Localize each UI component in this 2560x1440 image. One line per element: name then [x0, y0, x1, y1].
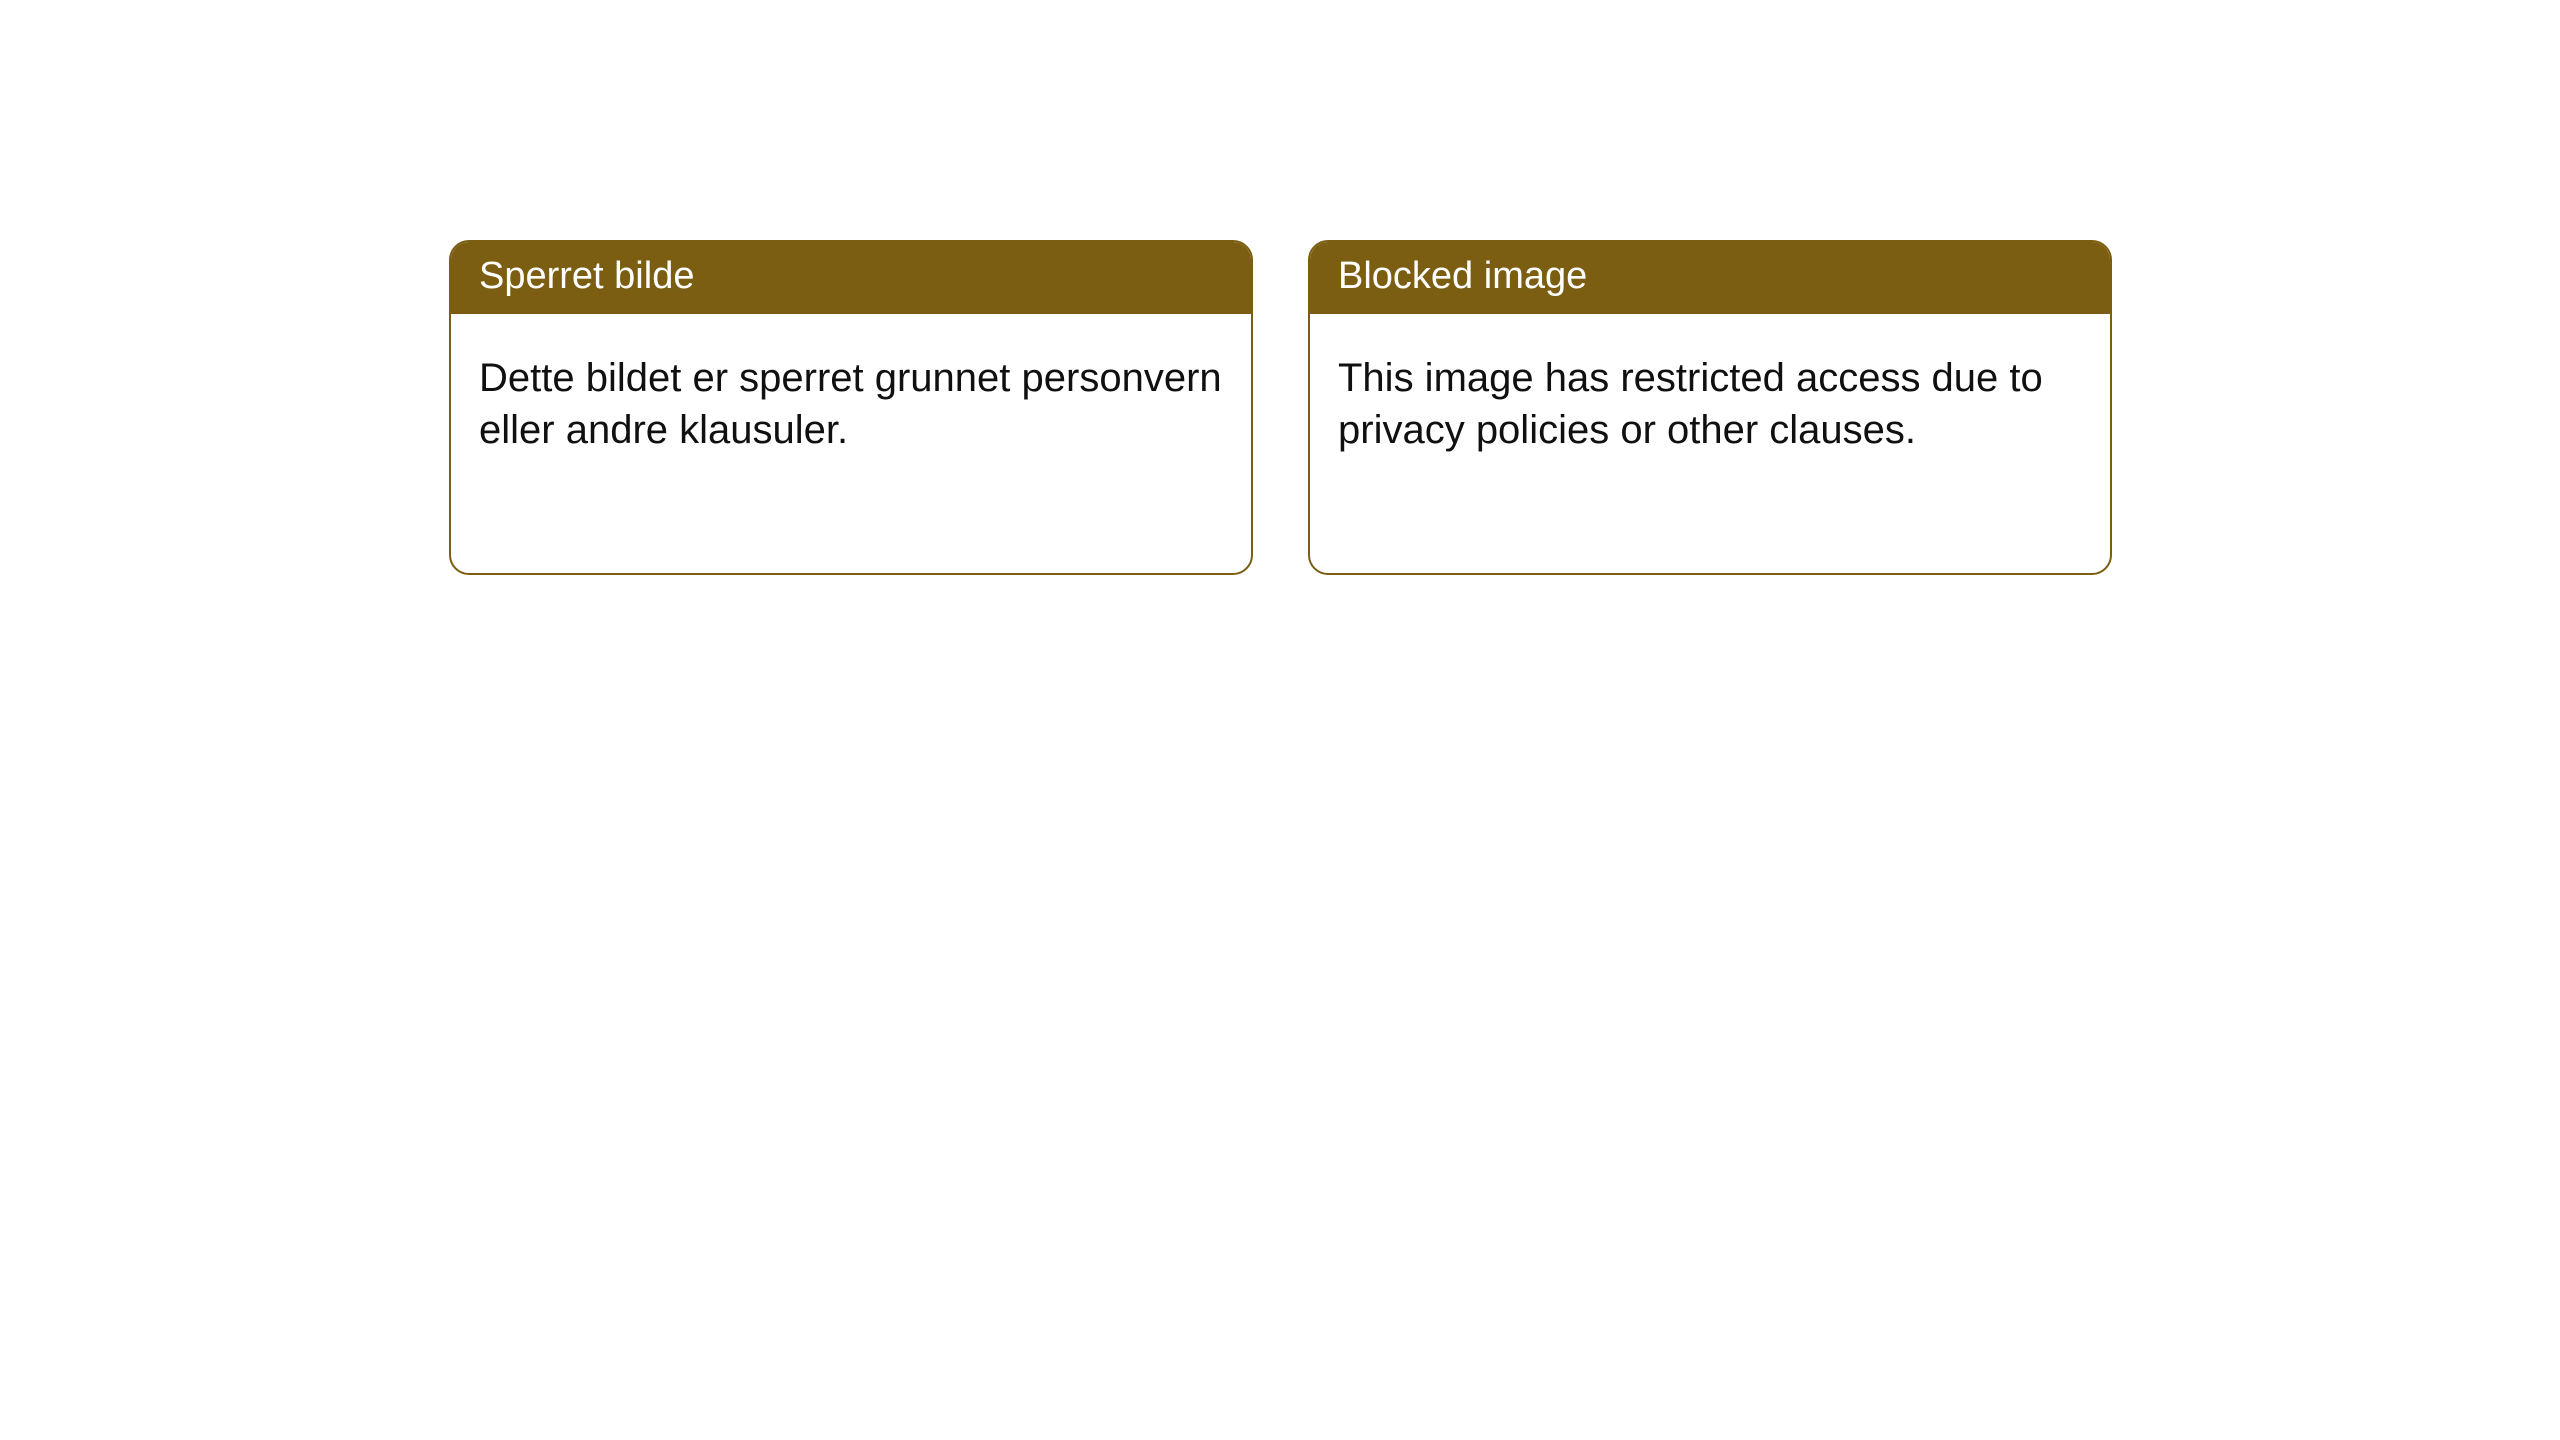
card-body-no: Dette bildet er sperret grunnet personve…: [451, 314, 1251, 484]
blocked-image-card-no: Sperret bilde Dette bildet er sperret gr…: [449, 240, 1253, 575]
card-header-en: Blocked image: [1310, 242, 2110, 314]
card-body-en: This image has restricted access due to …: [1310, 314, 2110, 484]
blocked-image-card-en: Blocked image This image has restricted …: [1308, 240, 2112, 575]
notice-container: Sperret bilde Dette bildet er sperret gr…: [0, 0, 2560, 575]
card-header-no: Sperret bilde: [451, 242, 1251, 314]
